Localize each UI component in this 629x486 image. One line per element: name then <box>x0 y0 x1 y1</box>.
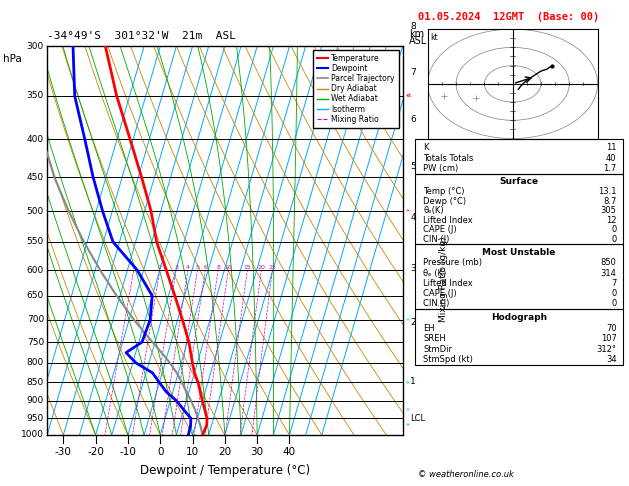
Text: 12: 12 <box>606 216 616 225</box>
Text: 4: 4 <box>186 265 190 270</box>
Text: θₑ(K): θₑ(K) <box>423 206 444 215</box>
Text: Hodograph: Hodograph <box>491 313 547 322</box>
Text: © weatheronline.co.uk: © weatheronline.co.uk <box>418 469 514 479</box>
Legend: Temperature, Dewpoint, Parcel Trajectory, Dry Adiabat, Wet Adiabat, Isotherm, Mi: Temperature, Dewpoint, Parcel Trajectory… <box>313 50 399 127</box>
Text: 0: 0 <box>611 226 616 234</box>
Text: 3: 3 <box>174 265 178 270</box>
Text: Dewp (°C): Dewp (°C) <box>423 196 467 206</box>
Text: 6: 6 <box>203 265 208 270</box>
Text: CAPE (J): CAPE (J) <box>423 289 457 298</box>
Text: 1000: 1000 <box>21 431 44 439</box>
Text: 25: 25 <box>269 265 276 270</box>
Text: 1.7: 1.7 <box>603 164 616 173</box>
Text: PW (cm): PW (cm) <box>423 164 459 173</box>
Text: 20: 20 <box>257 265 265 270</box>
Text: «: « <box>406 380 409 385</box>
Text: ASL: ASL <box>409 36 427 46</box>
Text: 2: 2 <box>410 317 416 327</box>
Text: 6: 6 <box>410 115 416 123</box>
Text: 1: 1 <box>410 377 416 386</box>
Text: 5: 5 <box>196 265 199 270</box>
Text: 305: 305 <box>601 206 616 215</box>
Text: 5: 5 <box>410 162 416 172</box>
Text: θₑ (K): θₑ (K) <box>423 269 447 278</box>
Text: Most Unstable: Most Unstable <box>482 248 555 257</box>
Text: StmDir: StmDir <box>423 345 452 354</box>
Text: 0: 0 <box>611 299 616 309</box>
Text: StmSpd (kt): StmSpd (kt) <box>423 355 473 364</box>
Text: Totals Totals: Totals Totals <box>423 154 474 163</box>
Text: 312°: 312° <box>596 345 616 354</box>
Text: CIN (J): CIN (J) <box>423 235 450 244</box>
Text: -30: -30 <box>55 447 72 457</box>
Text: CAPE (J): CAPE (J) <box>423 226 457 234</box>
Text: 10: 10 <box>186 447 199 457</box>
Text: 700: 700 <box>27 315 44 324</box>
Text: 900: 900 <box>27 397 44 405</box>
Text: Lifted Index: Lifted Index <box>423 279 473 288</box>
Text: 10: 10 <box>225 265 232 270</box>
Text: 550: 550 <box>27 237 44 246</box>
Text: 70: 70 <box>606 324 616 332</box>
Text: «: « <box>406 317 409 322</box>
Text: 13.1: 13.1 <box>598 187 616 196</box>
Text: LCL: LCL <box>410 414 425 423</box>
Text: km: km <box>409 29 424 39</box>
Text: 850: 850 <box>601 259 616 267</box>
Text: 30: 30 <box>250 447 264 457</box>
Text: 0: 0 <box>611 289 616 298</box>
Text: SREH: SREH <box>423 334 446 343</box>
Text: 34: 34 <box>606 355 616 364</box>
Text: kt: kt <box>430 33 438 42</box>
Text: «: « <box>406 208 409 214</box>
Text: Mixing Ratio (g/kg): Mixing Ratio (g/kg) <box>439 237 448 322</box>
Text: «: « <box>406 407 409 412</box>
Text: 600: 600 <box>27 265 44 275</box>
Text: 20: 20 <box>218 447 231 457</box>
Text: 7: 7 <box>410 68 416 76</box>
Text: 850: 850 <box>27 378 44 387</box>
Text: 300: 300 <box>27 42 44 51</box>
Text: 950: 950 <box>27 414 44 423</box>
Text: 2: 2 <box>158 265 162 270</box>
Text: 1: 1 <box>132 265 136 270</box>
Text: 450: 450 <box>27 173 44 182</box>
Text: 40: 40 <box>606 154 616 163</box>
Text: 40: 40 <box>283 447 296 457</box>
Text: hPa: hPa <box>3 54 22 64</box>
Text: Pressure (mb): Pressure (mb) <box>423 259 482 267</box>
Text: -34°49'S  301°32'W  21m  ASL: -34°49'S 301°32'W 21m ASL <box>47 31 236 41</box>
Text: 11: 11 <box>606 143 616 152</box>
Text: 750: 750 <box>27 338 44 347</box>
Text: EH: EH <box>423 324 435 332</box>
Text: -20: -20 <box>87 447 104 457</box>
Text: 8: 8 <box>216 265 220 270</box>
Text: 8.7: 8.7 <box>603 196 616 206</box>
Text: 4: 4 <box>410 213 416 222</box>
Text: K: K <box>423 143 429 152</box>
Text: CIN (J): CIN (J) <box>423 299 450 309</box>
Text: 800: 800 <box>27 358 44 367</box>
Text: Dewpoint / Temperature (°C): Dewpoint / Temperature (°C) <box>140 464 310 477</box>
Text: 8: 8 <box>410 22 416 31</box>
Text: -10: -10 <box>120 447 136 457</box>
Text: «: « <box>406 423 409 428</box>
Text: 400: 400 <box>27 135 44 143</box>
Text: 500: 500 <box>27 207 44 216</box>
Text: Lifted Index: Lifted Index <box>423 216 473 225</box>
Text: 01.05.2024  12GMT  (Base: 00): 01.05.2024 12GMT (Base: 00) <box>418 12 599 22</box>
Text: 0: 0 <box>157 447 164 457</box>
Text: 350: 350 <box>27 91 44 101</box>
Text: 0: 0 <box>611 235 616 244</box>
Text: Surface: Surface <box>499 177 538 186</box>
Text: Temp (°C): Temp (°C) <box>423 187 465 196</box>
Text: 107: 107 <box>601 334 616 343</box>
Text: «: « <box>406 91 411 101</box>
Text: 314: 314 <box>601 269 616 278</box>
Text: 3: 3 <box>410 264 416 274</box>
Text: 650: 650 <box>27 291 44 300</box>
Text: 7: 7 <box>611 279 616 288</box>
Text: 15: 15 <box>243 265 251 270</box>
